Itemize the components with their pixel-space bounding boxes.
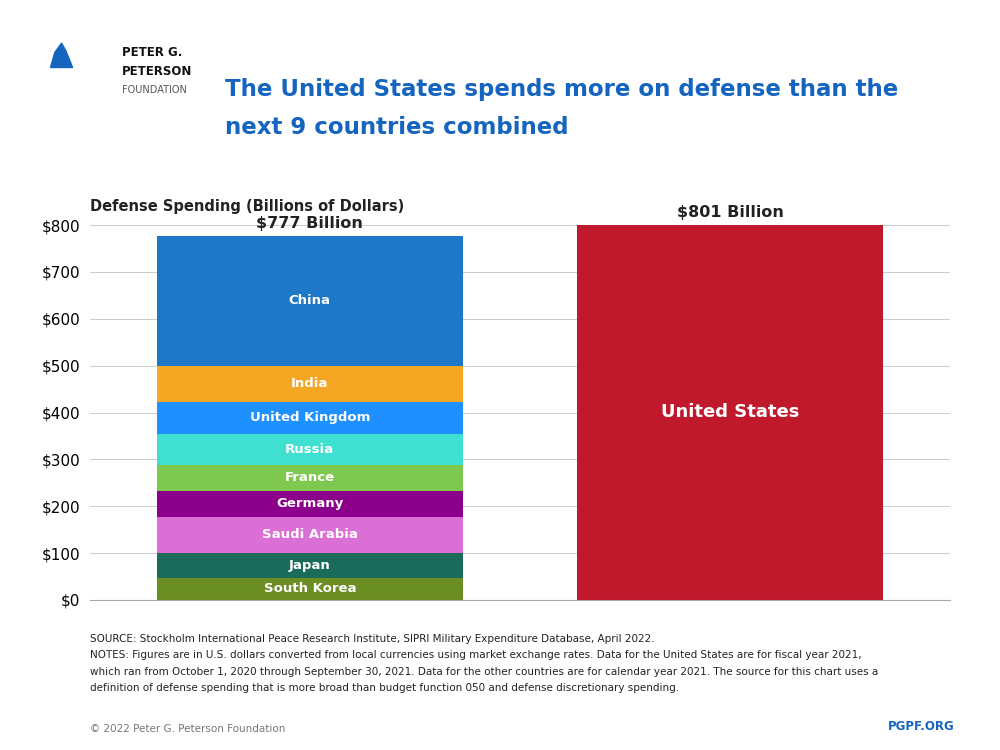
Text: $801 Billion: $801 Billion bbox=[677, 205, 784, 220]
Bar bbox=[157, 464, 463, 490]
Text: United States: United States bbox=[661, 404, 799, 422]
Text: SOURCE: Stockholm International Peace Research Institute, SIPRI Military Expendi: SOURCE: Stockholm International Peace Re… bbox=[90, 634, 655, 644]
Text: China: China bbox=[289, 294, 331, 307]
Text: The United States spends more on defense than the: The United States spends more on defense… bbox=[225, 78, 898, 101]
Bar bbox=[157, 553, 463, 578]
Text: © 2022 Peter G. Peterson Foundation: © 2022 Peter G. Peterson Foundation bbox=[90, 724, 285, 734]
Bar bbox=[157, 236, 463, 366]
Text: which ran from October 1, 2020 through September 30, 2021. Data for the other co: which ran from October 1, 2020 through S… bbox=[90, 667, 878, 676]
Text: Germany: Germany bbox=[276, 497, 343, 511]
Text: FOUNDATION: FOUNDATION bbox=[122, 85, 187, 95]
Text: definition of defense spending that is more broad than budget function 050 and d: definition of defense spending that is m… bbox=[90, 683, 679, 693]
Bar bbox=[157, 490, 463, 517]
Text: United Kingdom: United Kingdom bbox=[250, 411, 370, 424]
Text: Saudi Arabia: Saudi Arabia bbox=[262, 528, 358, 542]
Bar bbox=[577, 224, 883, 600]
Text: PETER G.: PETER G. bbox=[122, 46, 182, 59]
Text: South Korea: South Korea bbox=[264, 583, 356, 596]
Bar bbox=[157, 517, 463, 553]
Text: PGPF.ORG: PGPF.ORG bbox=[888, 721, 955, 734]
Text: India: India bbox=[291, 377, 328, 390]
Bar bbox=[157, 578, 463, 600]
Text: Japan: Japan bbox=[289, 559, 331, 572]
Bar bbox=[44, 70, 79, 88]
Text: $777 Billion: $777 Billion bbox=[256, 216, 363, 231]
Text: Defense Spending (Billions of Dollars): Defense Spending (Billions of Dollars) bbox=[90, 199, 404, 214]
Polygon shape bbox=[42, 32, 80, 70]
Polygon shape bbox=[50, 43, 73, 68]
Text: NOTES: Figures are in U.S. dollars converted from local currencies using market : NOTES: Figures are in U.S. dollars conve… bbox=[90, 650, 862, 660]
Text: France: France bbox=[285, 471, 335, 484]
Text: PETERSON: PETERSON bbox=[122, 64, 192, 78]
Text: Russia: Russia bbox=[285, 442, 334, 455]
Bar bbox=[157, 366, 463, 402]
Text: next 9 countries combined: next 9 countries combined bbox=[225, 116, 568, 139]
Bar bbox=[157, 433, 463, 464]
Bar bbox=[157, 402, 463, 433]
Bar bbox=[52, 81, 71, 109]
